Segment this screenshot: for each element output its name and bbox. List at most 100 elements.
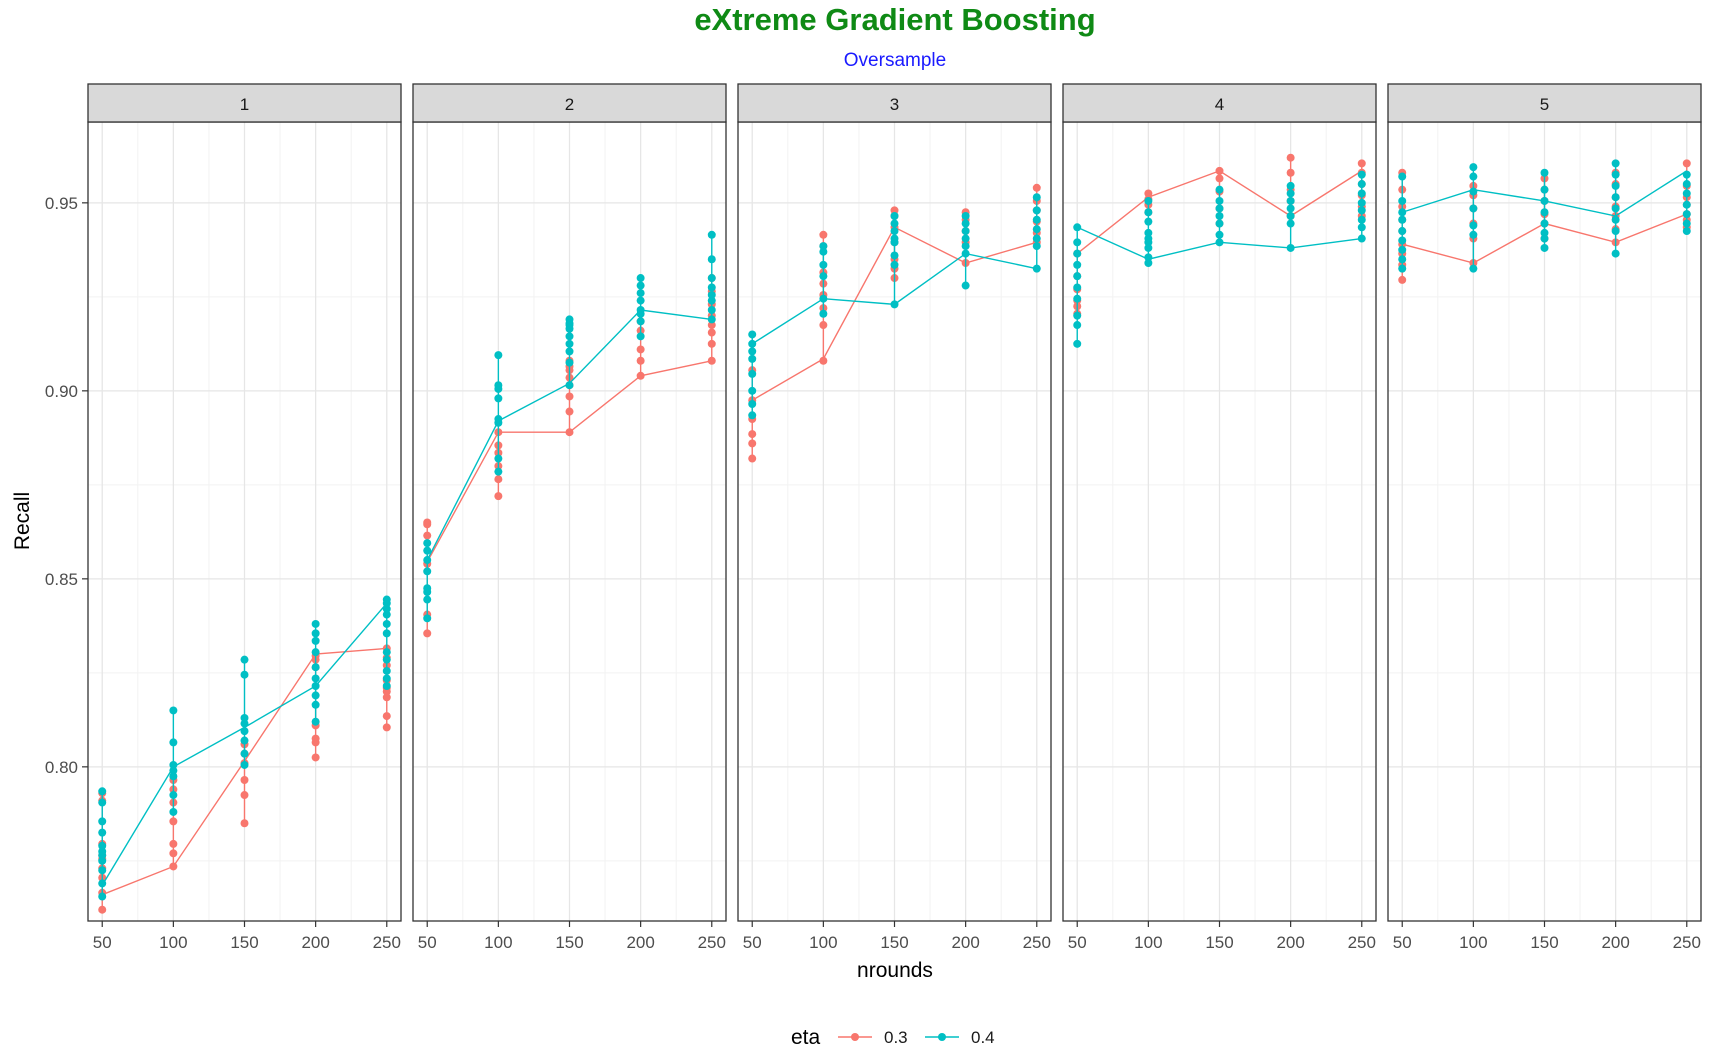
data-point-eta-0.4 xyxy=(1611,170,1620,179)
data-point-eta-0.3 xyxy=(169,839,178,848)
data-point-eta-0.4 xyxy=(98,787,107,796)
data-point-eta-0.4 xyxy=(1611,159,1620,168)
data-point-eta-0.4 xyxy=(636,274,645,283)
data-point-eta-0.4 xyxy=(819,309,828,318)
legend-label-0.3: 0.3 xyxy=(884,1028,908,1047)
data-point-eta-0.3 xyxy=(1682,159,1691,168)
data-point-eta-0.4 xyxy=(1611,215,1620,224)
data-point-eta-0.4 xyxy=(1540,219,1549,228)
facet-strip xyxy=(87,83,402,123)
data-point-eta-0.4 xyxy=(311,674,320,683)
data-point-eta-0.4 xyxy=(494,351,503,360)
data-point-eta-0.3 xyxy=(1032,183,1041,192)
data-point-eta-0.4 xyxy=(707,315,716,324)
data-point-eta-0.4 xyxy=(707,230,716,239)
data-point-eta-0.4 xyxy=(1682,200,1691,209)
data-point-eta-0.4 xyxy=(1469,204,1478,213)
x-tick-label: 50 xyxy=(93,933,112,952)
data-point-eta-0.4 xyxy=(1073,283,1082,292)
data-point-eta-0.3 xyxy=(311,753,320,762)
data-point-eta-0.4 xyxy=(1032,225,1041,234)
data-point-eta-0.4 xyxy=(382,674,391,683)
data-point-eta-0.4 xyxy=(1469,221,1478,230)
data-point-eta-0.4 xyxy=(494,467,503,476)
data-point-eta-0.4 xyxy=(748,354,757,363)
x-tick-label: 100 xyxy=(484,933,512,952)
data-point-eta-0.4 xyxy=(890,300,899,309)
data-point-eta-0.3 xyxy=(707,356,716,365)
data-point-eta-0.4 xyxy=(494,454,503,463)
data-point-eta-0.4 xyxy=(1398,196,1407,205)
data-point-eta-0.3 xyxy=(1357,159,1366,168)
data-point-eta-0.4 xyxy=(382,610,391,619)
x-tick-label: 150 xyxy=(230,933,258,952)
data-point-eta-0.3 xyxy=(707,339,716,348)
data-point-eta-0.4 xyxy=(961,249,970,258)
chart-title: eXtreme Gradient Boosting xyxy=(694,2,1096,37)
data-point-eta-0.3 xyxy=(1215,174,1224,183)
facet-strip xyxy=(412,83,727,123)
data-point-eta-0.3 xyxy=(636,345,645,354)
data-point-eta-0.4 xyxy=(1032,193,1041,202)
data-point-eta-0.4 xyxy=(565,381,574,390)
data-point-eta-0.4 xyxy=(98,847,107,856)
data-point-eta-0.4 xyxy=(311,717,320,726)
data-point-eta-0.4 xyxy=(1682,219,1691,228)
data-point-eta-0.4 xyxy=(1073,260,1082,269)
data-point-eta-0.4 xyxy=(890,227,899,236)
data-point-eta-0.4 xyxy=(1357,206,1366,215)
data-point-eta-0.3 xyxy=(423,629,432,638)
data-point-eta-0.3 xyxy=(382,723,391,732)
data-point-eta-0.4 xyxy=(1215,219,1224,228)
data-point-eta-0.3 xyxy=(819,321,828,330)
data-point-eta-0.4 xyxy=(1073,249,1082,258)
data-point-eta-0.4 xyxy=(1611,193,1620,202)
data-point-eta-0.4 xyxy=(748,369,757,378)
data-point-eta-0.4 xyxy=(169,791,178,800)
data-point-eta-0.4 xyxy=(240,749,249,758)
data-point-eta-0.3 xyxy=(748,430,757,439)
data-point-eta-0.4 xyxy=(961,281,970,290)
x-tick-label: 100 xyxy=(809,933,837,952)
data-point-eta-0.4 xyxy=(565,347,574,356)
data-point-eta-0.3 xyxy=(240,819,249,828)
data-point-eta-0.3 xyxy=(382,712,391,721)
data-point-eta-0.3 xyxy=(1286,153,1295,162)
data-point-eta-0.4 xyxy=(1682,210,1691,219)
data-point-eta-0.4 xyxy=(1357,180,1366,189)
data-point-eta-0.4 xyxy=(748,347,757,356)
data-point-eta-0.4 xyxy=(1357,170,1366,179)
data-point-eta-0.4 xyxy=(1286,212,1295,220)
data-point-eta-0.4 xyxy=(423,595,432,604)
data-point-eta-0.4 xyxy=(819,260,828,269)
data-point-eta-0.4 xyxy=(1073,339,1082,348)
facet-strip-label: 1 xyxy=(240,95,249,114)
x-tick-label: 50 xyxy=(743,933,762,952)
data-point-eta-0.4 xyxy=(636,306,645,314)
data-point-eta-0.4 xyxy=(819,247,828,256)
data-point-eta-0.4 xyxy=(311,663,320,672)
data-point-eta-0.4 xyxy=(311,691,320,700)
x-tick-label: 150 xyxy=(880,933,908,952)
data-point-eta-0.4 xyxy=(1144,228,1153,237)
data-point-eta-0.4 xyxy=(1286,204,1295,213)
data-point-eta-0.4 xyxy=(311,619,320,628)
x-tick-label: 200 xyxy=(1276,933,1304,952)
x-tick-label: 200 xyxy=(951,933,979,952)
data-point-eta-0.4 xyxy=(311,636,320,645)
data-point-eta-0.4 xyxy=(98,879,107,888)
data-point-eta-0.4 xyxy=(1357,223,1366,232)
data-point-eta-0.4 xyxy=(1215,212,1224,220)
data-point-eta-0.4 xyxy=(311,700,320,709)
x-tick-label: 250 xyxy=(1673,933,1701,952)
data-point-eta-0.4 xyxy=(1540,234,1549,243)
x-tick-label: 50 xyxy=(1393,933,1412,952)
data-point-eta-0.4 xyxy=(382,648,391,657)
data-point-eta-0.4 xyxy=(1540,228,1549,237)
data-point-eta-0.4 xyxy=(423,614,432,623)
y-tick-label: 0.95 xyxy=(45,194,78,213)
data-point-eta-0.4 xyxy=(961,219,970,228)
data-point-eta-0.4 xyxy=(1286,181,1295,190)
data-point-eta-0.3 xyxy=(819,356,828,365)
